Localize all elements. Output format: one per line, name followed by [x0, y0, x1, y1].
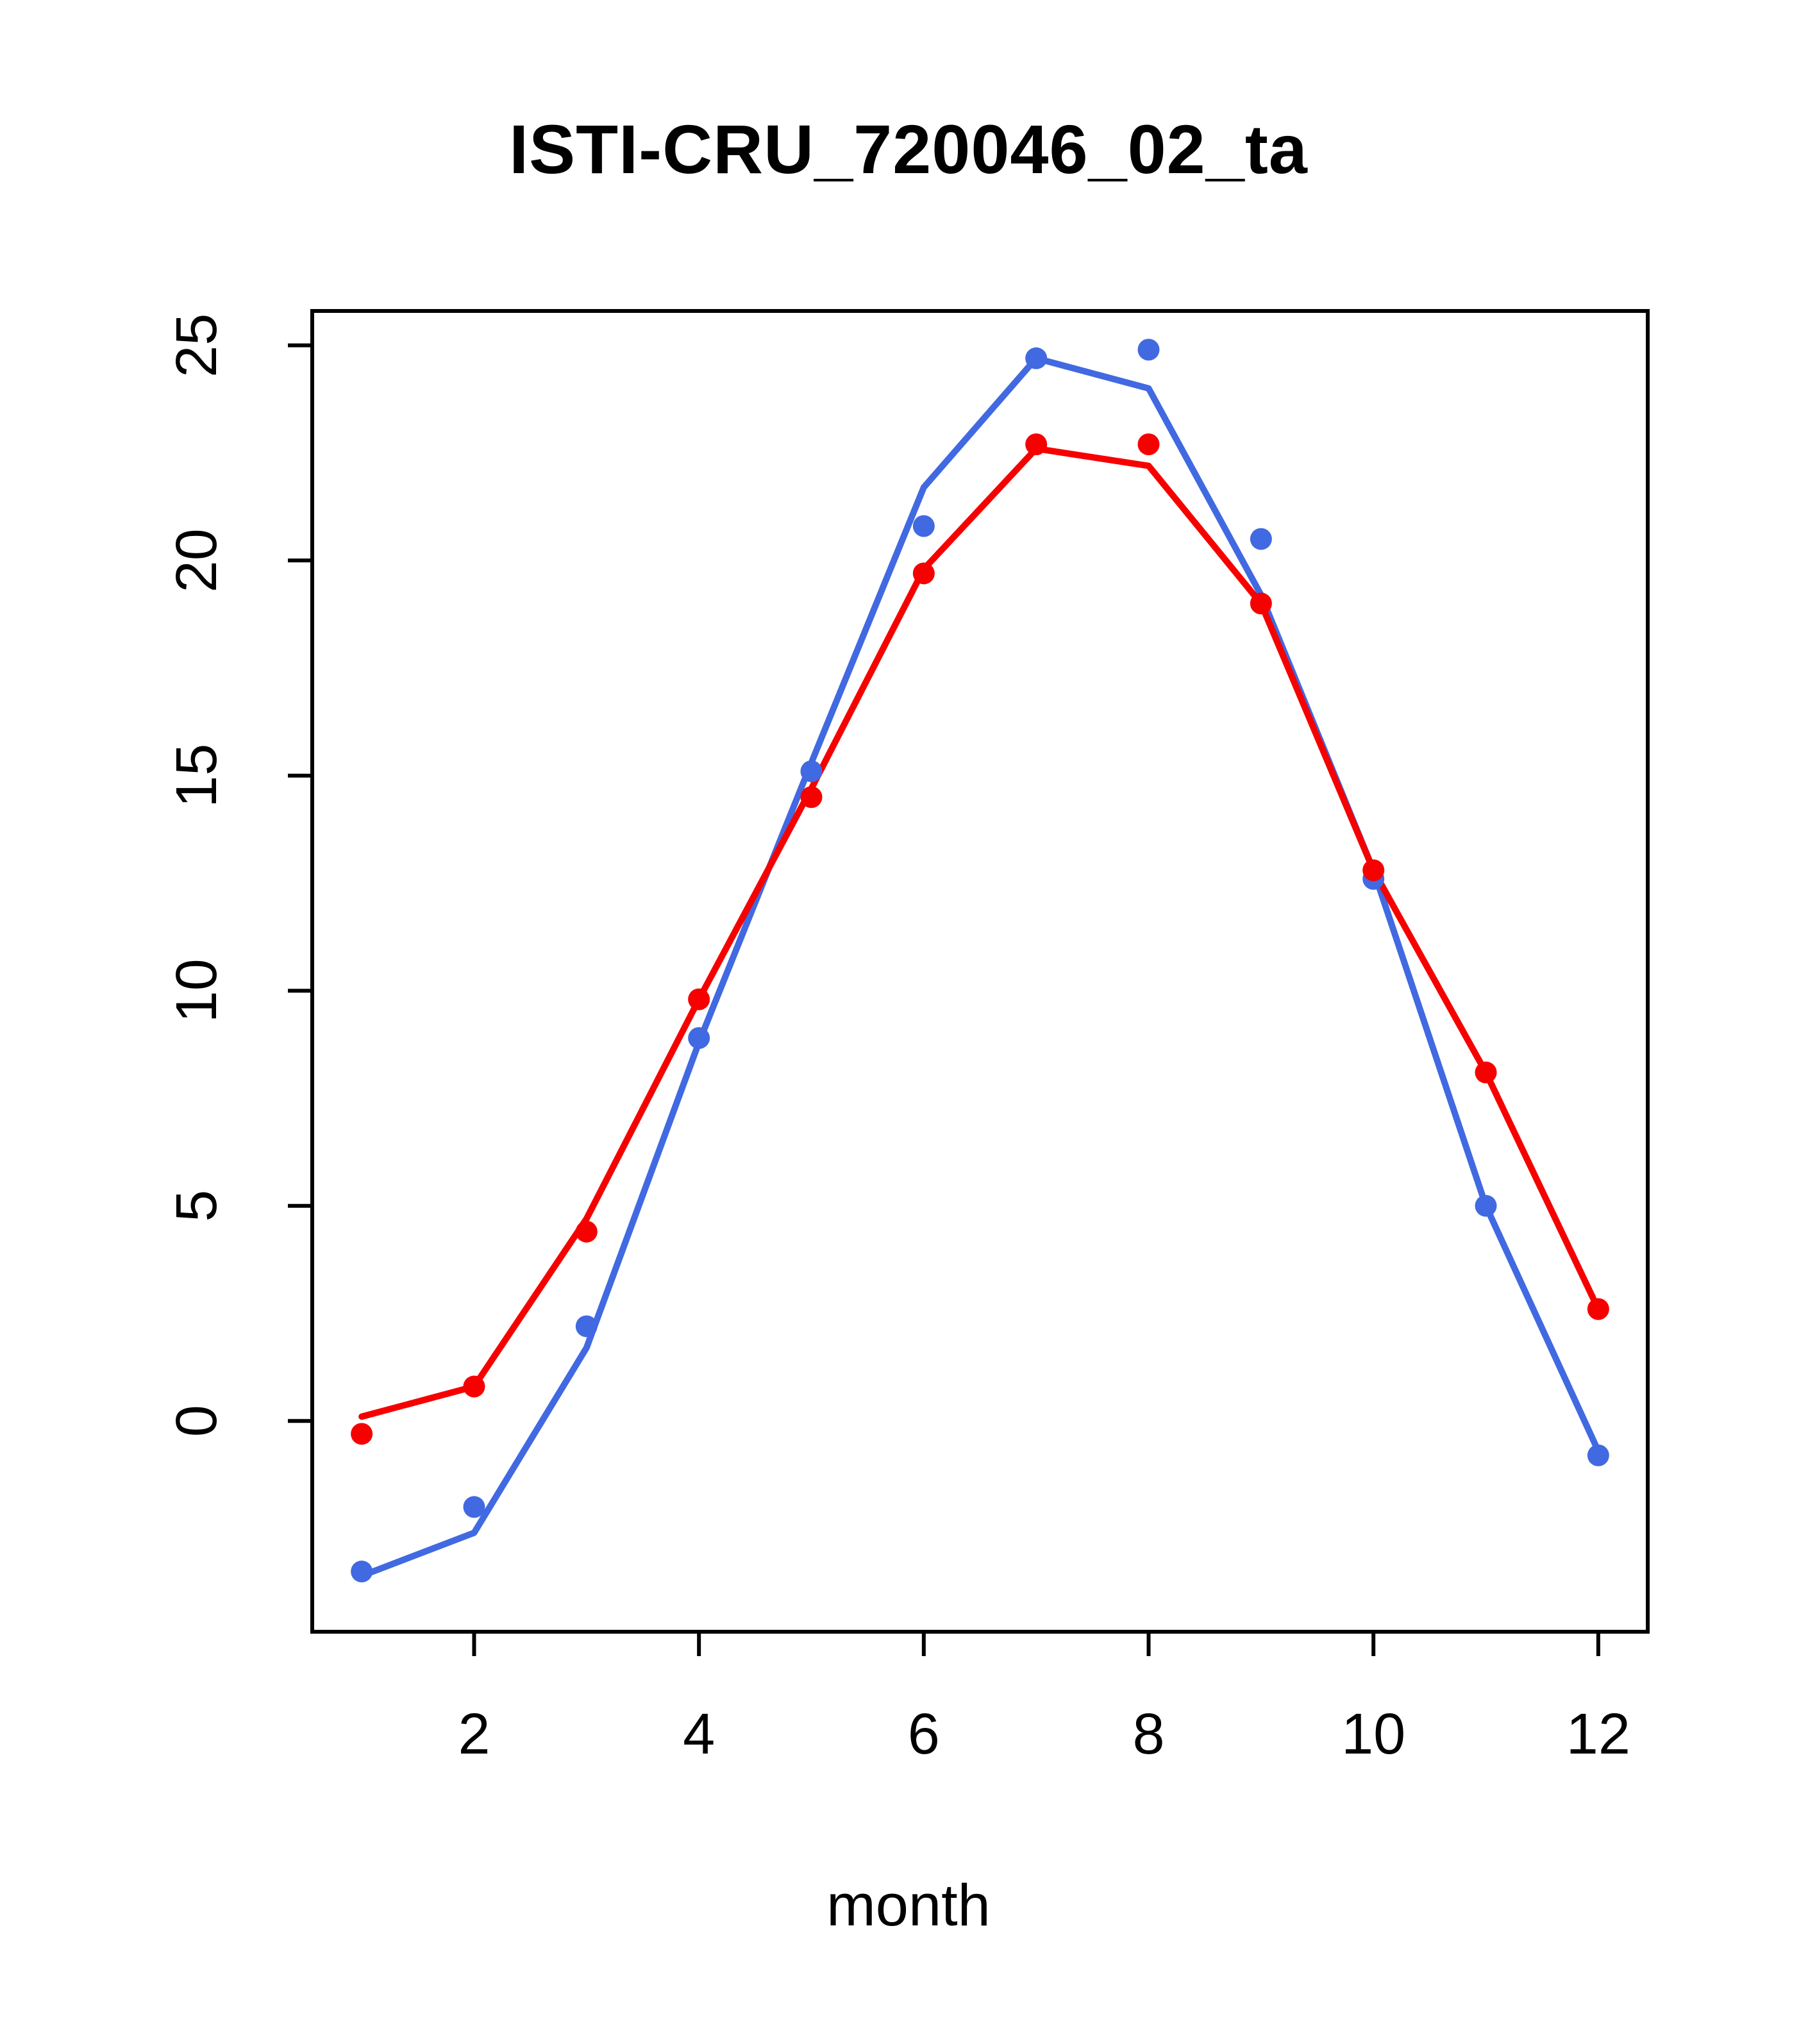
blue-points-marker [688, 1027, 710, 1050]
red-points-marker [1250, 592, 1272, 615]
y-tick-label: 5 [165, 1190, 229, 1222]
blue-points-marker [1025, 347, 1048, 369]
blue-points-marker [351, 1561, 373, 1583]
blue-points-marker [912, 515, 935, 537]
x-axis: 2 4 6 8 10 12 [458, 1632, 1630, 1766]
y-tick-label: 0 [165, 1405, 229, 1437]
plot-frame [310, 309, 1650, 1634]
blue-points [351, 339, 1609, 1583]
red-points-marker [575, 1220, 598, 1243]
blue-points-marker [1137, 339, 1160, 361]
y-tick-label: 10 [165, 959, 229, 1023]
y-tick-label: 25 [165, 314, 229, 378]
x-tick-label: 6 [908, 1702, 940, 1766]
chart-title: ISTI-CRU_720046_02_ta [509, 110, 1308, 188]
x-axis-label: month [826, 1873, 991, 1938]
blue-points-marker [1475, 1194, 1497, 1217]
red-points-marker [912, 562, 935, 585]
blue-points-marker [1250, 528, 1272, 550]
red-points-marker [1025, 433, 1048, 456]
x-tick-label: 12 [1566, 1702, 1630, 1766]
y-tick-label: 20 [165, 528, 229, 592]
red-points-marker [1587, 1298, 1609, 1320]
red-points-marker [800, 786, 823, 808]
y-tick-label: 15 [165, 744, 229, 808]
red-line [358, 445, 1602, 1420]
y-axis: 0 5 10 15 20 25 [165, 314, 312, 1437]
blue-points-marker [800, 760, 823, 782]
blue-points-marker [463, 1496, 485, 1518]
x-tick-label: 4 [683, 1702, 715, 1766]
blue-line [358, 355, 1602, 1579]
x-tick-label: 8 [1132, 1702, 1164, 1766]
red-points-marker [463, 1375, 485, 1398]
red-points-marker [351, 1423, 373, 1445]
red-points-marker [1137, 433, 1160, 456]
x-tick-label: 10 [1341, 1702, 1405, 1766]
x-tick-label: 2 [458, 1702, 490, 1766]
red-points [351, 433, 1609, 1445]
blue-points-marker [1587, 1444, 1609, 1466]
red-points-marker [1362, 859, 1385, 882]
blue-points-marker [575, 1315, 598, 1337]
red-points-marker [688, 988, 710, 1010]
red-points-marker [1475, 1061, 1497, 1084]
